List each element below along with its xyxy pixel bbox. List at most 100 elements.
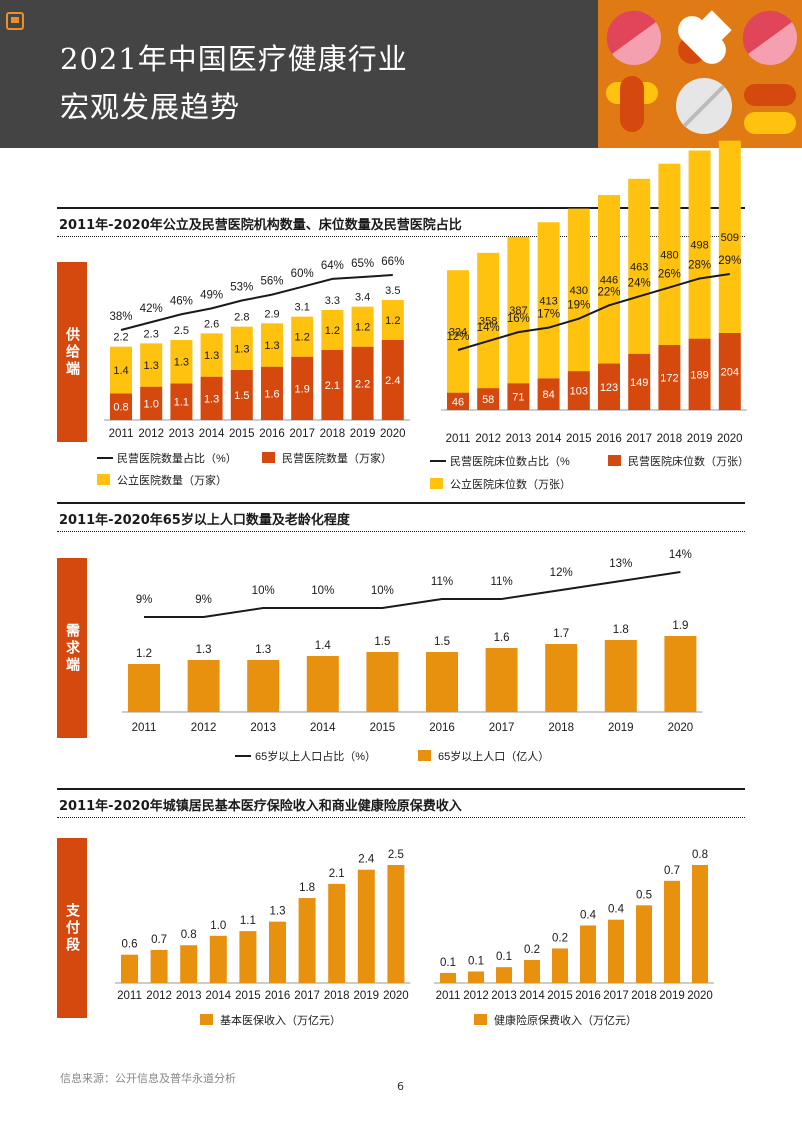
commercial_insurance-bar [524, 959, 540, 983]
commercial_insurance-bar [468, 971, 484, 983]
elderly-tick-label: 2013 [250, 722, 276, 734]
legend-private-hospitals-label: 民营医院数量（万家） [282, 451, 392, 465]
beds-bar-private [477, 388, 500, 410]
elderly-ratio-label: 11% [491, 576, 513, 588]
beds-bar-public [598, 195, 620, 364]
beds-bar-value: 509 [721, 232, 739, 244]
beds-tick-label: 2020 [717, 433, 743, 445]
section-demand-title: 2011年-2020年65岁以上人口数量及老龄化程度 [57, 502, 745, 532]
beds-bar-private [658, 345, 681, 410]
beds-bar-private [507, 383, 530, 410]
beds-tick-label: 2019 [687, 433, 713, 445]
hospitals-ratio-label: 49% [200, 289, 223, 301]
beds-tick-label: 2012 [475, 433, 501, 445]
hospitals-total-label: 2.3 [144, 328, 159, 340]
beds-bar-public [447, 270, 469, 393]
hospitals-ratio-label: 65% [351, 258, 374, 270]
beds-bar-public [567, 208, 590, 372]
pills-icon [606, 10, 797, 134]
hospitals-tick-label: 2017 [289, 428, 315, 440]
elderly-bar-value: 1.3 [196, 644, 212, 656]
beds-bar-public [688, 150, 711, 339]
beds-ratio-label: 17% [537, 309, 560, 321]
hospitals-bar-private [110, 393, 132, 420]
elderly-bar-value: 1.5 [434, 636, 450, 648]
commercial_insurance-tick-label: 2012 [463, 990, 489, 1002]
hospitals-bar-value: 1.2 [295, 332, 310, 344]
elderly-bar [247, 660, 280, 712]
hospitals-tick-label: 2013 [169, 428, 195, 440]
hospitals-total-label: 3.5 [385, 285, 400, 297]
hospitals-tick-label: 2011 [109, 428, 134, 440]
beds-bar-value: 324 [449, 326, 467, 338]
hospitals-total-label: 2.5 [174, 325, 189, 337]
beds-bar-public [477, 252, 500, 389]
hospitals-bar-value: 1.3 [174, 357, 189, 369]
hospitals-bar-value: 1.2 [385, 315, 400, 327]
hospitals-bar-private [230, 370, 253, 420]
hospitals-ratio-label: 60% [291, 268, 314, 280]
hospitals-bar-public [230, 326, 253, 370]
hospitals-bar-value: 1.3 [234, 343, 249, 355]
section-supply-title: 2011年-2020年公立及民营医院机构数量、床位数量及民营医院占比 [57, 207, 745, 237]
beds-bar-private [567, 371, 590, 410]
commercial_insurance-bar-value: 0.2 [524, 944, 540, 956]
hospitals-bar-private [140, 386, 163, 420]
hospitals-ratio-label: 53% [230, 282, 253, 294]
beds-tick-label: 2013 [506, 433, 532, 445]
hospitals-tick-label: 2019 [350, 428, 376, 440]
beds-ratio-label: 16% [507, 313, 530, 325]
hospitals-ratio-label: 46% [170, 295, 193, 307]
beds-bar-value: 430 [570, 285, 588, 297]
hospitals-tick-label: 2014 [199, 428, 225, 440]
hospitals-bar-value: 1.2 [355, 322, 370, 334]
commercial_insurance-bar [636, 905, 652, 983]
elderly-ratio-label: 12% [550, 567, 573, 579]
elderly-ratio-label: 11% [431, 576, 453, 588]
commercial_insurance-bar [608, 919, 624, 983]
beds-ratio-label: 14% [477, 322, 500, 334]
beds-bar-value: 446 [600, 274, 618, 286]
commercial_insurance-bar-value: 0.1 [496, 951, 512, 963]
basic_insurance-bar-value: 0.7 [151, 934, 167, 946]
commercial_insurance-bar [580, 925, 596, 983]
basic_insurance-tick-label: 2020 [383, 990, 409, 1002]
beds-bar-public [507, 236, 530, 384]
hospitals-bar-public [351, 306, 374, 347]
commercial_insurance-tick-label: 2017 [603, 990, 629, 1002]
beds-bar-private [718, 332, 741, 410]
beds-bar-private [598, 363, 620, 410]
beds-bar-value: 463 [630, 261, 648, 273]
beds-tick-label: 2018 [657, 433, 683, 445]
beds-bar-public [537, 222, 560, 379]
legend-public-beds-swatch [430, 478, 443, 489]
beds-bar-value: 172 [660, 373, 678, 385]
elderly-bar [366, 652, 399, 712]
commercial_insurance-tick-label: 2011 [436, 990, 461, 1002]
basic_insurance-tick-label: 2016 [265, 990, 291, 1002]
legend-elderly-ratio-label: 65岁以上人口占比（%） [255, 749, 376, 763]
beds-bar-value: 387 [509, 305, 527, 317]
basic_insurance-bar-value: 2.4 [358, 854, 375, 866]
beds-bar-value: 123 [600, 382, 618, 394]
beds-bar-value: 149 [630, 377, 648, 389]
hospitals-total-label: 3.1 [295, 302, 310, 314]
hospitals-total-label: 2.6 [204, 318, 219, 330]
legend-elderly-population-swatch [418, 750, 431, 761]
pills-illustration [598, 0, 802, 148]
hospitals-bar-private [381, 340, 404, 420]
elderly-bar-value: 1.7 [553, 628, 569, 640]
elderly-tick-label: 2016 [429, 722, 455, 734]
commercial_insurance-tick-label: 2015 [547, 990, 573, 1002]
elderly-bar [426, 652, 458, 712]
legend-elderly-population-label: 65岁以上人口（亿人） [438, 749, 549, 763]
hospitals-bar-public [381, 300, 404, 340]
beds-bar-value: 480 [660, 249, 678, 261]
hospitals-bar-public [110, 346, 132, 394]
legend-private-hospitals-swatch [262, 452, 275, 463]
basic_insurance-tick-label: 2013 [176, 990, 202, 1002]
comment-icon[interactable] [6, 12, 24, 30]
side-label-supply: 供给端 [57, 262, 87, 442]
commercial_insurance-bar-value: 0.7 [664, 865, 680, 877]
beds-ratio-label: 26% [658, 268, 681, 280]
